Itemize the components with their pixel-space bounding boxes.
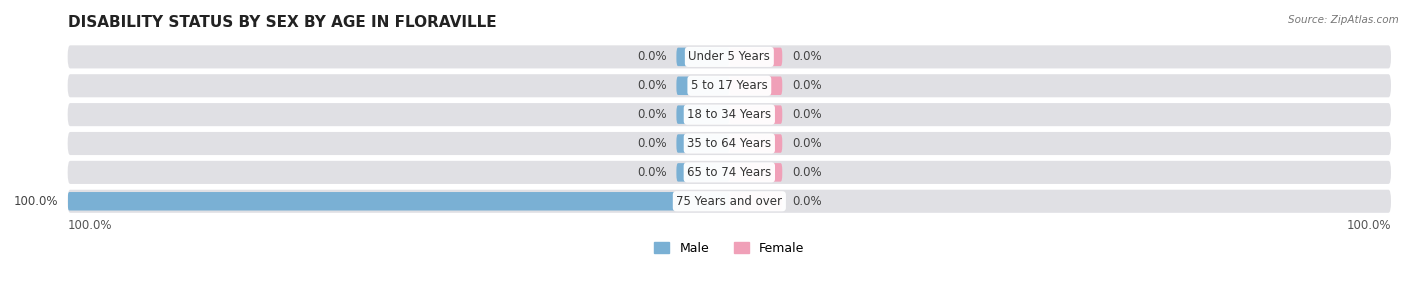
Text: DISABILITY STATUS BY SEX BY AGE IN FLORAVILLE: DISABILITY STATUS BY SEX BY AGE IN FLORA… (67, 15, 496, 30)
Text: 18 to 34 Years: 18 to 34 Years (688, 108, 772, 121)
Text: 0.0%: 0.0% (792, 195, 823, 208)
Text: 100.0%: 100.0% (67, 219, 112, 232)
Text: 0.0%: 0.0% (637, 50, 666, 63)
FancyBboxPatch shape (730, 48, 782, 66)
FancyBboxPatch shape (676, 106, 730, 124)
FancyBboxPatch shape (730, 77, 782, 95)
Text: 0.0%: 0.0% (637, 166, 666, 179)
FancyBboxPatch shape (67, 45, 1391, 68)
FancyBboxPatch shape (676, 48, 730, 66)
FancyBboxPatch shape (676, 163, 730, 181)
FancyBboxPatch shape (67, 103, 1391, 126)
FancyBboxPatch shape (730, 106, 782, 124)
FancyBboxPatch shape (730, 163, 782, 181)
FancyBboxPatch shape (676, 77, 730, 95)
Text: 0.0%: 0.0% (792, 166, 823, 179)
Text: 0.0%: 0.0% (792, 137, 823, 150)
FancyBboxPatch shape (676, 134, 730, 153)
Text: 5 to 17 Years: 5 to 17 Years (690, 79, 768, 92)
Text: 0.0%: 0.0% (792, 108, 823, 121)
FancyBboxPatch shape (67, 132, 1391, 155)
Text: 0.0%: 0.0% (637, 108, 666, 121)
Text: 0.0%: 0.0% (637, 79, 666, 92)
Text: 35 to 64 Years: 35 to 64 Years (688, 137, 772, 150)
Text: Source: ZipAtlas.com: Source: ZipAtlas.com (1288, 15, 1399, 25)
Text: 0.0%: 0.0% (637, 137, 666, 150)
Text: 100.0%: 100.0% (1347, 219, 1391, 232)
Text: 75 Years and over: 75 Years and over (676, 195, 782, 208)
Text: Under 5 Years: Under 5 Years (689, 50, 770, 63)
FancyBboxPatch shape (67, 161, 1391, 184)
Text: 0.0%: 0.0% (792, 50, 823, 63)
FancyBboxPatch shape (730, 134, 782, 153)
FancyBboxPatch shape (67, 190, 1391, 213)
Legend: Male, Female: Male, Female (650, 237, 810, 260)
Text: 65 to 74 Years: 65 to 74 Years (688, 166, 772, 179)
FancyBboxPatch shape (67, 74, 1391, 97)
FancyBboxPatch shape (67, 192, 730, 210)
Text: 100.0%: 100.0% (13, 195, 58, 208)
Text: 0.0%: 0.0% (792, 79, 823, 92)
FancyBboxPatch shape (730, 192, 782, 210)
